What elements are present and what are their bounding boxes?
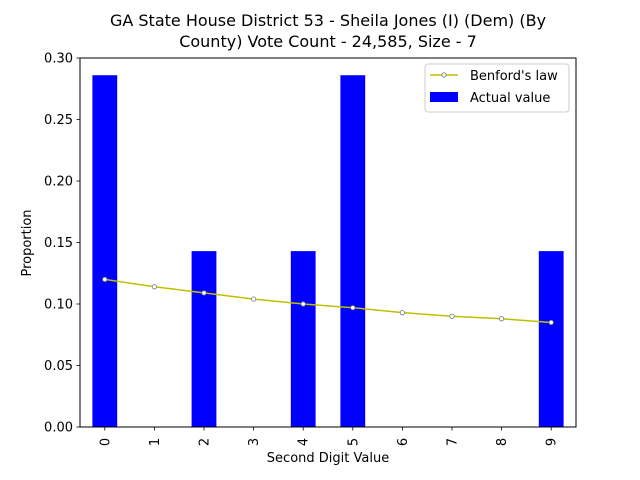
x-tick-label: 2 [198,438,213,446]
benford-point-5 [350,305,356,311]
legend-label-benford: Benford's law [470,69,558,84]
legend: Benford's law Actual value [424,63,570,113]
x-tick-label: 7 [446,438,461,446]
axes: 0.00 0.05 0.10 0.15 0.20 0.25 0.30 0 1 2 3 4 5 6 7 8 9 [44,52,577,446]
benford-point-7 [449,313,455,319]
chart-title: GA State House District 53 - Sheila Jone… [0,10,640,52]
benford-point-9 [548,319,554,326]
bar-digit-4 [290,251,316,427]
benford-point-3 [251,296,257,302]
y-tick-label: 0.20 [44,175,73,190]
chart-title-line-1: GA State House District 53 - Sheila Jone… [109,11,547,30]
x-axis-label: Second Digit Value [267,451,389,466]
benford-point-4 [300,301,306,307]
y-tick-label: 0.10 [44,298,73,313]
plot-frame [79,57,577,428]
y-tick-label: 0.00 [44,421,73,436]
x-tick-label: 3 [247,438,262,446]
x-tick-label: 4 [297,438,312,446]
x-tick-label: 5 [346,438,361,446]
y-tick-label: 0.15 [44,236,73,251]
x-tick-label: 8 [495,438,510,446]
benford-point-0 [102,276,108,282]
benford-point-8 [498,316,505,322]
bar-digit-5 [340,75,366,427]
legend-label-actual: Actual value [470,91,550,106]
bar-digit-0 [92,75,118,427]
benford-line [104,278,552,324]
chart-title-line-2: County) Vote Count - 24,585, Size - 7 [179,32,477,51]
y-tick-label: 0.30 [44,52,73,67]
benford-point-2 [201,290,207,296]
y-tick-label: 0.25 [44,113,73,128]
benford-point-6 [399,310,405,316]
legend-line-marker [441,72,447,78]
y-axis-label: Proportion [20,209,35,276]
x-tick-label: 1 [148,438,163,446]
benford-line-series [102,276,554,326]
y-tick-label: 0.05 [44,359,73,374]
legend-bar-swatch [430,92,458,102]
x-tick-label: 0 [98,438,113,446]
x-tick-label: 6 [396,438,411,446]
bar-series [92,75,564,427]
legend-box [424,63,570,113]
x-tick-label: 9 [545,438,560,446]
benford-point-1 [151,284,157,290]
bar-digit-2 [191,251,217,427]
bar-digit-9 [538,251,564,427]
